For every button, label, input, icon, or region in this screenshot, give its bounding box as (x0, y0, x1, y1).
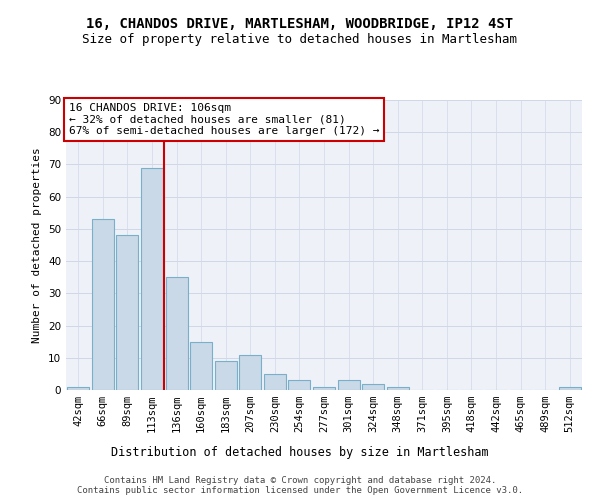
Text: Size of property relative to detached houses in Martlesham: Size of property relative to detached ho… (83, 32, 517, 46)
Bar (559, 387, 581, 390)
Bar (67, 387, 89, 390)
Bar (386, 387, 409, 390)
Text: 16 CHANDOS DRIVE: 106sqm
← 32% of detached houses are smaller (81)
67% of semi-d: 16 CHANDOS DRIVE: 106sqm ← 32% of detach… (68, 103, 379, 136)
Bar (166, 277, 188, 390)
Text: Contains HM Land Registry data © Crown copyright and database right 2024.
Contai: Contains HM Land Registry data © Crown c… (77, 476, 523, 495)
Bar (362, 384, 384, 390)
Bar (313, 387, 335, 390)
Text: 16, CHANDOS DRIVE, MARTLESHAM, WOODBRIDGE, IP12 4ST: 16, CHANDOS DRIVE, MARTLESHAM, WOODBRIDG… (86, 18, 514, 32)
Bar (116, 236, 139, 390)
Bar (190, 342, 212, 390)
Bar (264, 374, 286, 390)
Y-axis label: Number of detached properties: Number of detached properties (32, 147, 43, 343)
Bar (289, 380, 310, 390)
Bar (338, 380, 359, 390)
Bar (239, 354, 262, 390)
Bar (92, 219, 114, 390)
Text: Distribution of detached houses by size in Martlesham: Distribution of detached houses by size … (111, 446, 489, 459)
Bar (141, 168, 163, 390)
Bar (215, 361, 237, 390)
